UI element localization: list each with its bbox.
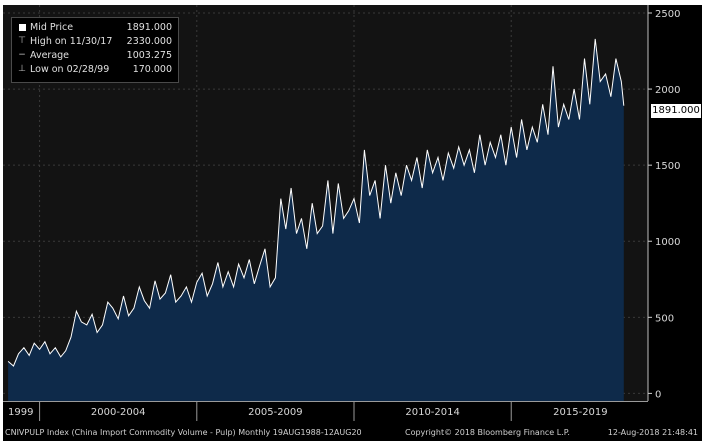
footer-timestamp: 12-Aug-2018 21:48:41 (607, 428, 698, 437)
legend-label: Low on 02/28/99 (30, 64, 110, 75)
y-tick-label: 0 (655, 389, 661, 400)
x-tick-label: 2005-2009 (248, 407, 303, 418)
footer-copyright: Copyright© 2018 Bloomberg Finance L.P. (405, 428, 570, 437)
series-line-mid-price (7, 38, 625, 367)
footer-index-description: CNIVPULP Index (China Import Commodity V… (5, 428, 362, 437)
x-tick-label: 2015-2019 (553, 407, 608, 418)
y-axis-ticks: 0 500 1000 1500 2000 2500 (648, 9, 680, 400)
low-marker-icon: ⊥ (18, 64, 26, 74)
legend-label: High on 11/30/17 (30, 36, 113, 47)
legend-row-high: ⊤ High on 11/30/17 2330.000 (16, 35, 172, 48)
y-tick-label: 500 (655, 313, 674, 324)
average-marker-icon: − (18, 50, 26, 60)
y-tick-label: 2000 (655, 85, 680, 96)
legend-row-average: − Average 1003.275 (16, 49, 172, 62)
chart-frame: 0 500 1000 1500 2000 2500 1999 2000-2004 2005-2… (3, 5, 702, 441)
y-tick-label: 1000 (655, 237, 680, 248)
legend-value: 2330.000 (126, 36, 172, 47)
x-tick-label: 1999 (8, 407, 33, 418)
legend-row-low: ⊥ Low on 02/28/99 170.000 (16, 63, 172, 76)
legend-label: Mid Price (30, 22, 74, 33)
series-area-mid-price (8, 38, 624, 402)
price-chart: 0 500 1000 1500 2000 2500 1999 2000-2004 2005-2… (3, 5, 680, 421)
footer: CNIVPULP Index (China Import Commodity V… (3, 425, 702, 441)
last-price-tag: 1891.000 (651, 104, 701, 118)
y-tick-label: 1500 (655, 161, 680, 172)
x-tick-label: 2010-2014 (405, 407, 460, 418)
x-axis: 1999 2000-2004 2005-2009 2010-2014 2015-2019 (3, 401, 648, 421)
y-tick-label: 2500 (655, 9, 680, 20)
x-tick-label: 2000-2004 (91, 407, 146, 418)
square-swatch-icon (16, 21, 28, 36)
legend-label: Average (30, 50, 70, 61)
legend-value: 1891.000 (126, 22, 172, 33)
legend: Mid Price 1891.000 ⊤ High on 11/30/17 23… (11, 17, 179, 83)
legend-value: 170.000 (132, 64, 172, 75)
legend-row-mid-price: Mid Price 1891.000 (16, 21, 172, 34)
legend-value: 1003.275 (126, 50, 172, 61)
high-marker-icon: ⊤ (18, 36, 26, 46)
